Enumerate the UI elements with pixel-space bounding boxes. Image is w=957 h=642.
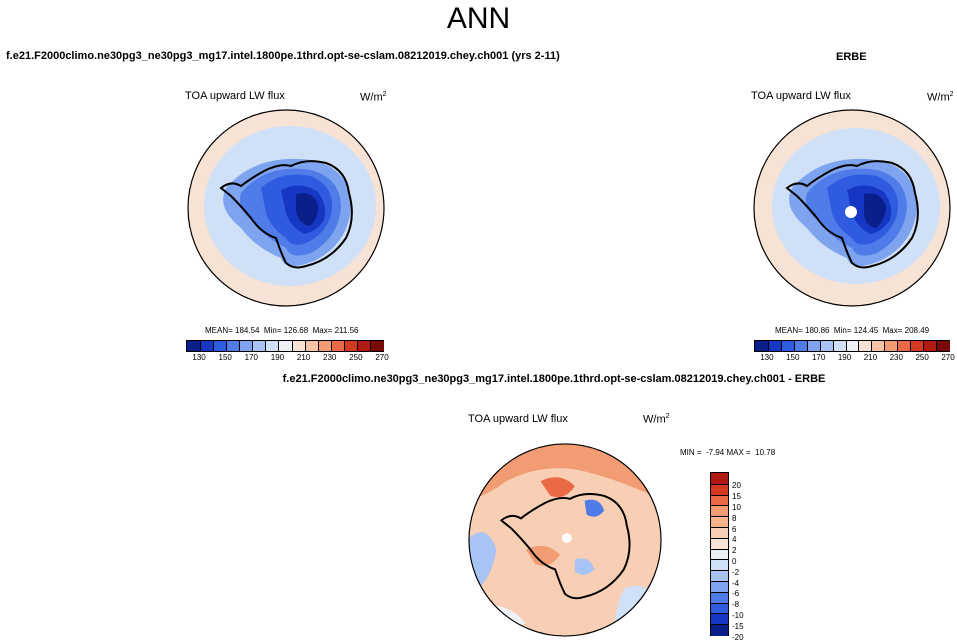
diff-colorbar-tick-label: -4: [732, 578, 740, 588]
model-variable-label: TOA upward LW flux: [185, 90, 285, 102]
model-colorbar-swatch: [200, 341, 215, 351]
obs-colorbar-swatch: [923, 341, 938, 351]
obs-colorbar-swatch: [793, 341, 808, 351]
obs-colorbar-swatch: [845, 341, 860, 351]
model-colorbar-swatch: [265, 341, 280, 351]
diff-colorbar-tick-label: 2: [732, 546, 737, 556]
obs-units-label: W/m2: [927, 91, 954, 104]
model-stats: MEAN= 184.54 Min= 126.68 Max= 211.56: [205, 326, 359, 335]
case-title: f.e21.F2000climo.ne30pg3_ne30pg3_mg17.in…: [6, 50, 560, 62]
diff-colorbar-tick-label: -6: [732, 589, 740, 599]
obs-colorbar-swatch: [871, 341, 886, 351]
diff-colorbar-tick-label: 6: [732, 524, 737, 534]
model-colorbar-swatch: [317, 341, 332, 351]
obs-colorbar-swatch: [936, 341, 950, 351]
obs-colorbar-tick-label: 270: [941, 353, 955, 362]
diff-colorbar-swatch: [711, 581, 728, 593]
diff-variable-label: TOA upward LW flux: [468, 413, 568, 425]
diff-colorbar-swatch: [711, 591, 728, 604]
obs-colorbar-swatch: [858, 341, 873, 351]
diff-colorbar-swatch: [711, 473, 728, 484]
model-colorbar-tick-label: 210: [296, 353, 311, 362]
obs-colorbar-swatch: [897, 341, 912, 351]
diff-colorbar-swatch: [711, 483, 728, 496]
model-colorbar-swatch: [239, 341, 254, 351]
model-units-label: W/m2: [360, 91, 387, 104]
obs-colorbar-tick-label: 230: [889, 353, 903, 362]
diff-colorbar-tick-label: 4: [732, 535, 737, 545]
model-colorbar-swatch: [252, 341, 267, 351]
diff-colorbar-tick-label: 8: [732, 513, 737, 523]
diff-title: f.e21.F2000climo.ne30pg3_ne30pg3_mg17.in…: [282, 373, 826, 385]
model-colorbar-swatch: [278, 341, 293, 351]
diff-colorbar-swatch: [711, 527, 728, 539]
diff-colorbar-swatch: [711, 505, 728, 518]
diff-colorbar-swatch: [711, 516, 728, 528]
obs-colorbar-tick-label: 210: [863, 353, 878, 362]
obs-polar-map: [753, 109, 951, 307]
diff-colorbar-swatch: [711, 624, 728, 636]
diff-colorbar: [710, 472, 729, 636]
diff-colorbar-tick-label: -15: [732, 621, 744, 631]
diff-units-label: W/m2: [643, 413, 670, 426]
diff-colorbar-tick-label: -20: [732, 632, 744, 642]
obs-colorbar-tick-label: 190: [837, 353, 852, 362]
model-colorbar-tick-label: 150: [218, 353, 232, 362]
model-colorbar-swatch: [213, 341, 228, 351]
model-colorbar-tick-label: 270: [375, 353, 389, 362]
obs-colorbar-swatch: [884, 341, 899, 351]
diff-stats: MIN = -7.94 MAX = 10.78: [680, 448, 776, 457]
obs-colorbar-tick-label: 250: [915, 353, 929, 362]
diff-colorbar-tick-label: 15: [732, 492, 741, 502]
model-colorbar-tick-label: 170: [244, 353, 258, 362]
obs-colorbar-tick-label: 170: [811, 353, 826, 362]
model-colorbar-swatch: [226, 341, 241, 351]
obs-variable-label: TOA upward LW flux: [751, 90, 851, 102]
obs-colorbar-labels: 130 150 170 190 210 230 250 270: [754, 353, 954, 363]
model-colorbar-swatch: [369, 341, 384, 351]
obs-title: ERBE: [836, 51, 867, 63]
obs-colorbar-swatch: [832, 341, 847, 351]
model-colorbar: [186, 340, 384, 352]
obs-colorbar-swatch: [780, 341, 795, 351]
model-colorbar-tick-label: 250: [349, 353, 363, 362]
obs-colorbar-swatch: [806, 341, 821, 351]
diff-colorbar-swatch: [711, 613, 728, 626]
model-polar-map: [187, 109, 385, 307]
model-colorbar-swatch: [343, 341, 358, 351]
model-colorbar-tick-label: 190: [270, 353, 285, 362]
obs-colorbar-tick-label: 130: [760, 353, 774, 362]
diff-polar-map: [468, 443, 662, 637]
diff-colorbar-tick-label: 10: [732, 503, 741, 512]
diff-colorbar-tick-label: 0: [732, 557, 737, 566]
model-colorbar-tick-label: 130: [192, 353, 206, 362]
main-title: ANN: [446, 2, 511, 35]
obs-colorbar-swatch: [819, 341, 834, 351]
obs-colorbar-swatch: [755, 341, 768, 351]
diff-colorbar-swatch: [711, 494, 728, 507]
obs-colorbar-swatch: [910, 341, 925, 351]
obs-colorbar: [754, 340, 950, 352]
model-colorbar-swatch: [330, 341, 345, 351]
diff-colorbar-tick-label: 20: [732, 481, 741, 491]
obs-stats: MEAN= 180.86 Min= 124.45 Max= 208.49: [775, 326, 930, 335]
model-colorbar-labels: 130 150 170 190 210 230 250 270: [186, 353, 388, 363]
model-colorbar-swatch: [291, 341, 306, 351]
diff-colorbar-swatch: [711, 602, 728, 615]
model-colorbar-swatch: [304, 341, 319, 351]
diff-colorbar-labels: 20 15 10 8 6 4 2 0 -2 -4 -6 -8 -10 -15 -20: [732, 472, 762, 641]
model-colorbar-swatch: [187, 341, 201, 351]
obs-colorbar-swatch: [767, 341, 782, 351]
diff-colorbar-swatch: [711, 537, 728, 550]
diff-colorbar-swatch: [711, 548, 728, 561]
obs-colorbar-tick-label: 150: [786, 353, 800, 362]
model-colorbar-swatch: [356, 341, 371, 351]
diff-colorbar-swatch: [711, 559, 728, 572]
diff-colorbar-swatch: [711, 570, 728, 582]
diff-colorbar-tick-label: -2: [732, 567, 740, 577]
diff-colorbar-tick-label: -10: [732, 611, 744, 620]
model-colorbar-tick-label: 230: [323, 353, 337, 362]
diff-colorbar-tick-label: -8: [732, 600, 740, 610]
